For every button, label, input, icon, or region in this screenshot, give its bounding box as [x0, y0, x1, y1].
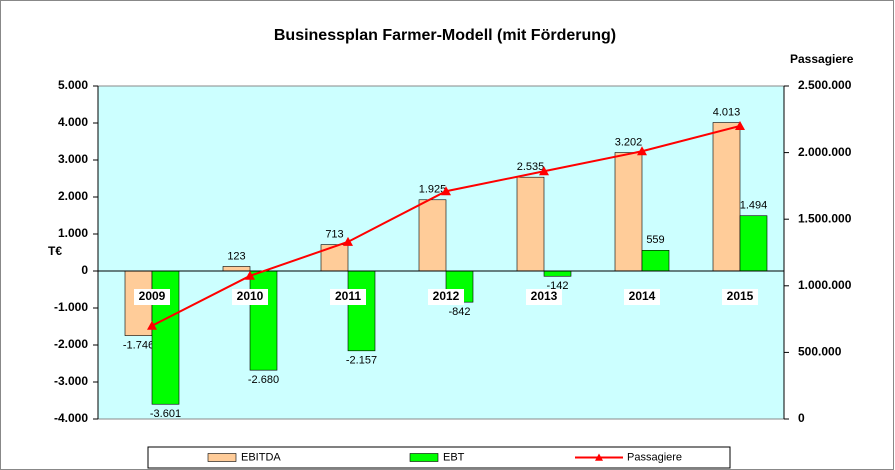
x-tick-label: 2010: [237, 289, 264, 303]
legend-box: [147, 446, 731, 469]
y-tick-label: 1.000: [58, 226, 88, 240]
y-tick-label: 2.000: [58, 189, 88, 203]
y-tick-label: 4.000: [58, 115, 88, 129]
bar: [347, 270, 376, 352]
y-tick-label: -2.000: [54, 337, 88, 351]
line-marker: [343, 236, 353, 246]
data-label: 123: [227, 250, 245, 262]
data-label: -842: [448, 306, 470, 318]
y-tick-label: 0: [81, 263, 88, 277]
data-label: 1.494: [740, 200, 768, 212]
legend-label: EBITDA: [241, 451, 281, 463]
line-marker: [147, 320, 157, 330]
y2-tick-label: 1.500.000: [798, 211, 852, 225]
bar: [418, 199, 447, 272]
y-tick-label: 5.000: [58, 78, 88, 92]
y-tick-label: -3.000: [54, 374, 88, 388]
y2-axis-title: Passagiere: [790, 52, 854, 66]
legend-swatch: [207, 453, 237, 462]
bar: [739, 215, 768, 272]
y-tick-label: -1.000: [54, 300, 88, 314]
x-tick-label: 2011: [335, 289, 361, 303]
bar: [543, 270, 572, 277]
bar: [320, 244, 349, 272]
y2-tick-label: 1.000.000: [798, 278, 852, 292]
data-label: -2.680: [248, 374, 279, 386]
legend-label: EBT: [443, 451, 465, 463]
bar: [641, 250, 670, 272]
x-tick-label: 2012: [433, 289, 460, 303]
category-label-bg: [526, 289, 562, 305]
y2-tick-label: 2.000.000: [798, 145, 852, 159]
y2-tick-label: 0: [798, 411, 805, 425]
category-label-bg: [232, 289, 268, 305]
y-tick-label: 3.000: [58, 152, 88, 166]
y-tick-label: -4.000: [54, 411, 88, 425]
bar: [516, 176, 545, 272]
category-label-bg: [624, 289, 660, 305]
line-marker: [441, 186, 451, 196]
data-label: 1.925: [419, 184, 447, 196]
category-label-bg: [134, 289, 170, 305]
bar: [614, 152, 643, 272]
legend-swatch: [409, 453, 439, 462]
legend-marker: [595, 453, 603, 461]
x-tick-label: 2009: [139, 289, 166, 303]
line-marker: [735, 120, 745, 130]
y-axis-title: T€: [48, 244, 62, 258]
x-tick-label: 2013: [531, 289, 558, 303]
data-label: 2.535: [517, 161, 545, 173]
category-label-bg: [722, 289, 758, 305]
bar: [249, 270, 278, 371]
data-label: -1.746: [123, 340, 154, 352]
x-tick-label: 2015: [727, 289, 754, 303]
data-label: 559: [646, 234, 664, 246]
data-label: -3.601: [150, 408, 181, 420]
bar: [712, 122, 741, 272]
data-label: 4.013: [713, 106, 741, 118]
line-marker: [637, 146, 647, 156]
category-label-bg: [428, 289, 464, 305]
bar: [222, 266, 251, 272]
data-label: -2.157: [346, 355, 377, 367]
x-tick-label: 2014: [629, 289, 656, 303]
y2-tick-label: 2.500.000: [798, 78, 852, 92]
data-label: 3.202: [615, 136, 643, 148]
chart-title: Businessplan Farmer-Modell (mit Förderun…: [274, 27, 616, 44]
line-marker: [539, 166, 549, 176]
legend-label: Passagiere: [627, 451, 682, 463]
y2-tick-label: 500.000: [798, 345, 842, 359]
line-marker: [245, 270, 255, 280]
category-label-bg: [330, 289, 366, 305]
data-label: 713: [325, 229, 343, 241]
